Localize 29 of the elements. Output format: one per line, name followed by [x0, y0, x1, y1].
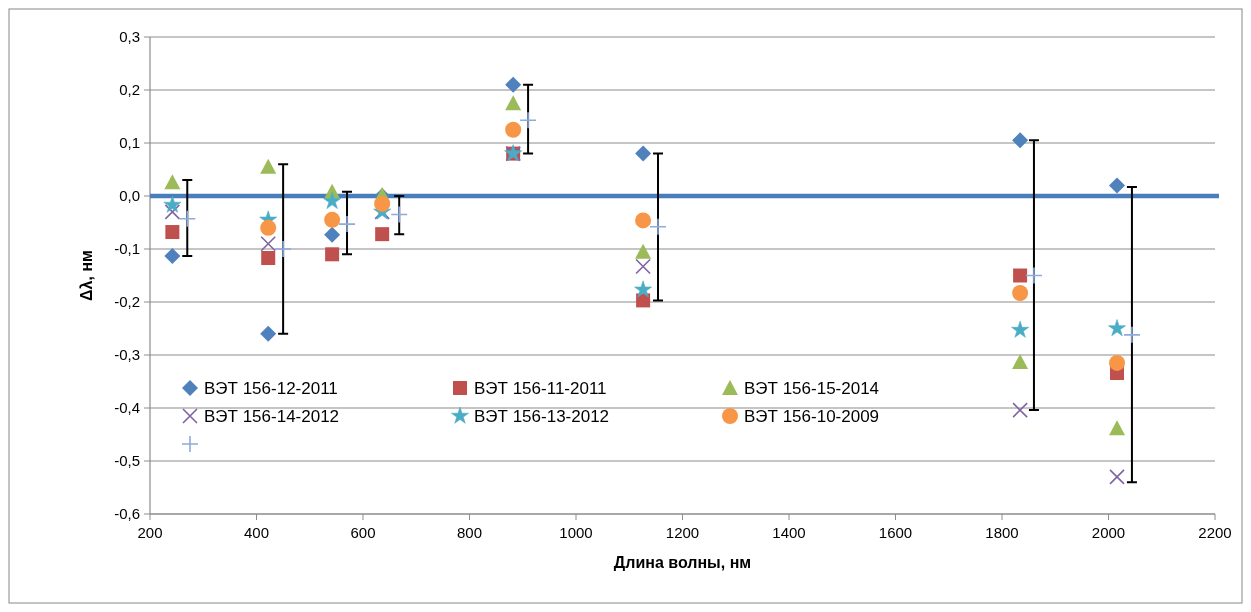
legend-label: ВЭТ 156-13-2012: [474, 406, 610, 426]
x-tick-label: 2000: [1091, 524, 1126, 541]
y-axis-title: Δλ, нм: [78, 250, 95, 301]
x-tick-label: 800: [456, 524, 483, 541]
y-tick-label: -0,2: [114, 293, 140, 311]
y-tick-label: 0,2: [119, 81, 140, 99]
y-tick-label: -0,4: [114, 399, 140, 417]
x-tick-label: 1400: [772, 524, 806, 541]
legend-label: ВЭТ 156-14-2012: [204, 406, 340, 426]
x-tick-label: 400: [243, 524, 270, 541]
legend-label: ВЭТ 156-11-2011: [474, 378, 607, 398]
y-tick-label: 0,0: [119, 187, 140, 205]
y-tick-label: -0,3: [114, 346, 140, 364]
y-tick-label: -0,6: [114, 505, 140, 523]
x-tick-label: 2200: [1198, 524, 1232, 541]
x-axis-title: Длина волны, нм: [613, 554, 752, 571]
x-tick-label: 200: [137, 524, 163, 541]
y-tick-label: 0,3: [119, 28, 140, 46]
x-tick-label: 1600: [878, 524, 913, 541]
y-tick-label: -0,5: [114, 452, 140, 470]
legend-label: ВЭТ 156-12-2011: [204, 378, 338, 398]
x-tick-label: 1200: [665, 524, 700, 541]
x-tick-label: 1000: [559, 524, 593, 541]
x-tick-label: 1800: [985, 524, 1019, 541]
legend-label: ВЭТ 156-15-2014: [744, 378, 880, 398]
legend-label: ВЭТ 156-10-2009: [744, 406, 880, 426]
y-tick-label: -0,1: [114, 240, 140, 258]
y-tick-label: 0,1: [119, 134, 140, 152]
x-tick-label: 600: [350, 524, 376, 541]
